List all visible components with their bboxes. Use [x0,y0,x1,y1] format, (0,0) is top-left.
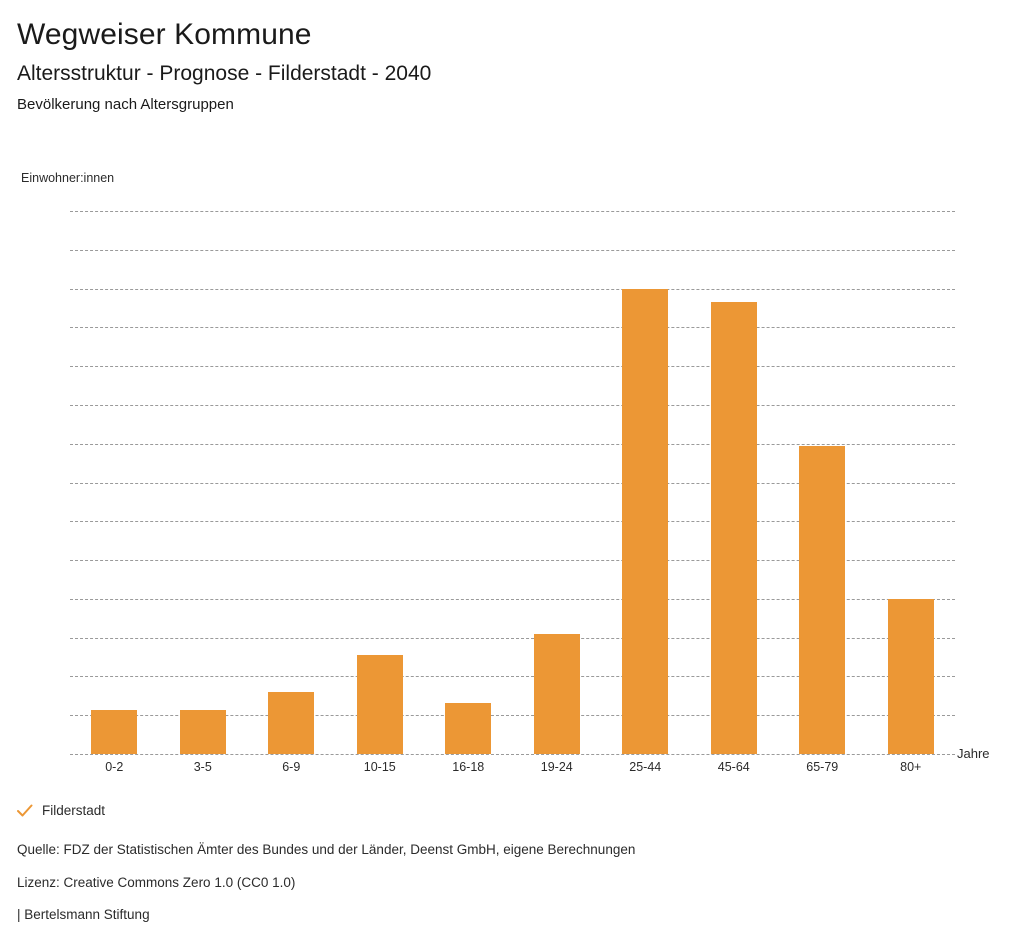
chart-subtitle: Altersstruktur - Prognose - Filderstadt … [17,61,432,85]
x-axis-tick-label: 19-24 [540,760,573,774]
chart-footer: Quelle: FDZ der Statistischen Ämter des … [17,842,917,940]
bar[interactable] [799,446,846,754]
gridline [70,754,955,755]
gridline [70,715,955,717]
bar[interactable] [533,634,580,754]
x-axis-tick-label: 16-18 [452,760,485,774]
x-axis-tick-label: 65-79 [806,760,839,774]
bar-group: 25-44 [601,211,690,774]
plot-area: 14.00013.00012.00011.00010.0009.0008.000… [70,211,956,774]
publisher-note: | Bertelsmann Stiftung [17,907,150,923]
x-axis-tick-label: 45-64 [717,760,750,774]
gridline [70,366,955,368]
x-axis-tick-label: 10-15 [363,760,396,774]
bar-series: 0-2 3-5 6-9 10-15 16-18 19-24 25-44 45-64 65-79 8… [70,211,956,774]
bar[interactable] [179,709,226,754]
x-axis-tick-label: 0-2 [105,760,124,774]
gridline [70,327,955,329]
gridline [70,482,955,484]
bar-group: 45-64 [690,211,779,774]
bar-group: 10-15 [336,211,425,774]
bar-group: 16-18 [424,211,513,774]
license-note: Lizenz: Creative Commons Zero 1.0 (CC0 1… [17,874,296,890]
gridline [70,443,955,445]
x-axis-tick-label: 25-44 [629,760,662,774]
gridline [70,598,955,600]
gridline [70,560,955,562]
bar-group: 3-5 [159,211,248,774]
bar[interactable] [268,691,315,754]
bar-chart: Einwohner:innen Jahre 14.00013.00012.000… [21,171,990,774]
legend-label: Filderstadt [42,803,106,818]
gridline [70,521,955,523]
bar-group: 80+ [867,211,956,774]
check-icon [17,804,33,817]
bar[interactable] [91,709,138,754]
chart-legend[interactable]: Filderstadt [17,803,105,818]
chart-header: Wegweiser Kommune Altersstruktur - Progn… [0,0,1024,113]
bar[interactable] [710,302,757,754]
x-axis-title: Jahre [957,746,990,761]
x-axis-tick-label: 6-9 [282,760,301,774]
bar-group: 19-24 [513,211,602,774]
bar-group: 0-2 [70,211,159,774]
source-note: Quelle: FDZ der Statistischen Ämter des … [17,842,636,857]
bar-group: 6-9 [247,211,336,774]
bar[interactable] [622,288,669,754]
bar[interactable] [356,655,403,754]
gridline [70,211,955,212]
gridline [70,249,955,251]
bar-group: 65-79 [778,211,867,774]
chart-caption: Bevölkerung nach Altersgruppen [17,95,234,113]
page-title: Wegweiser Kommune [17,18,312,51]
gridline [70,637,955,639]
gridline [70,288,955,290]
x-axis-tick-label: 80+ [900,760,922,774]
gridline [70,676,955,678]
x-axis-tick-label: 3-5 [193,760,212,774]
bar[interactable] [887,598,934,754]
bar[interactable] [445,703,492,754]
gridline [70,404,955,406]
y-axis-title: Einwohner:innen [21,171,115,185]
